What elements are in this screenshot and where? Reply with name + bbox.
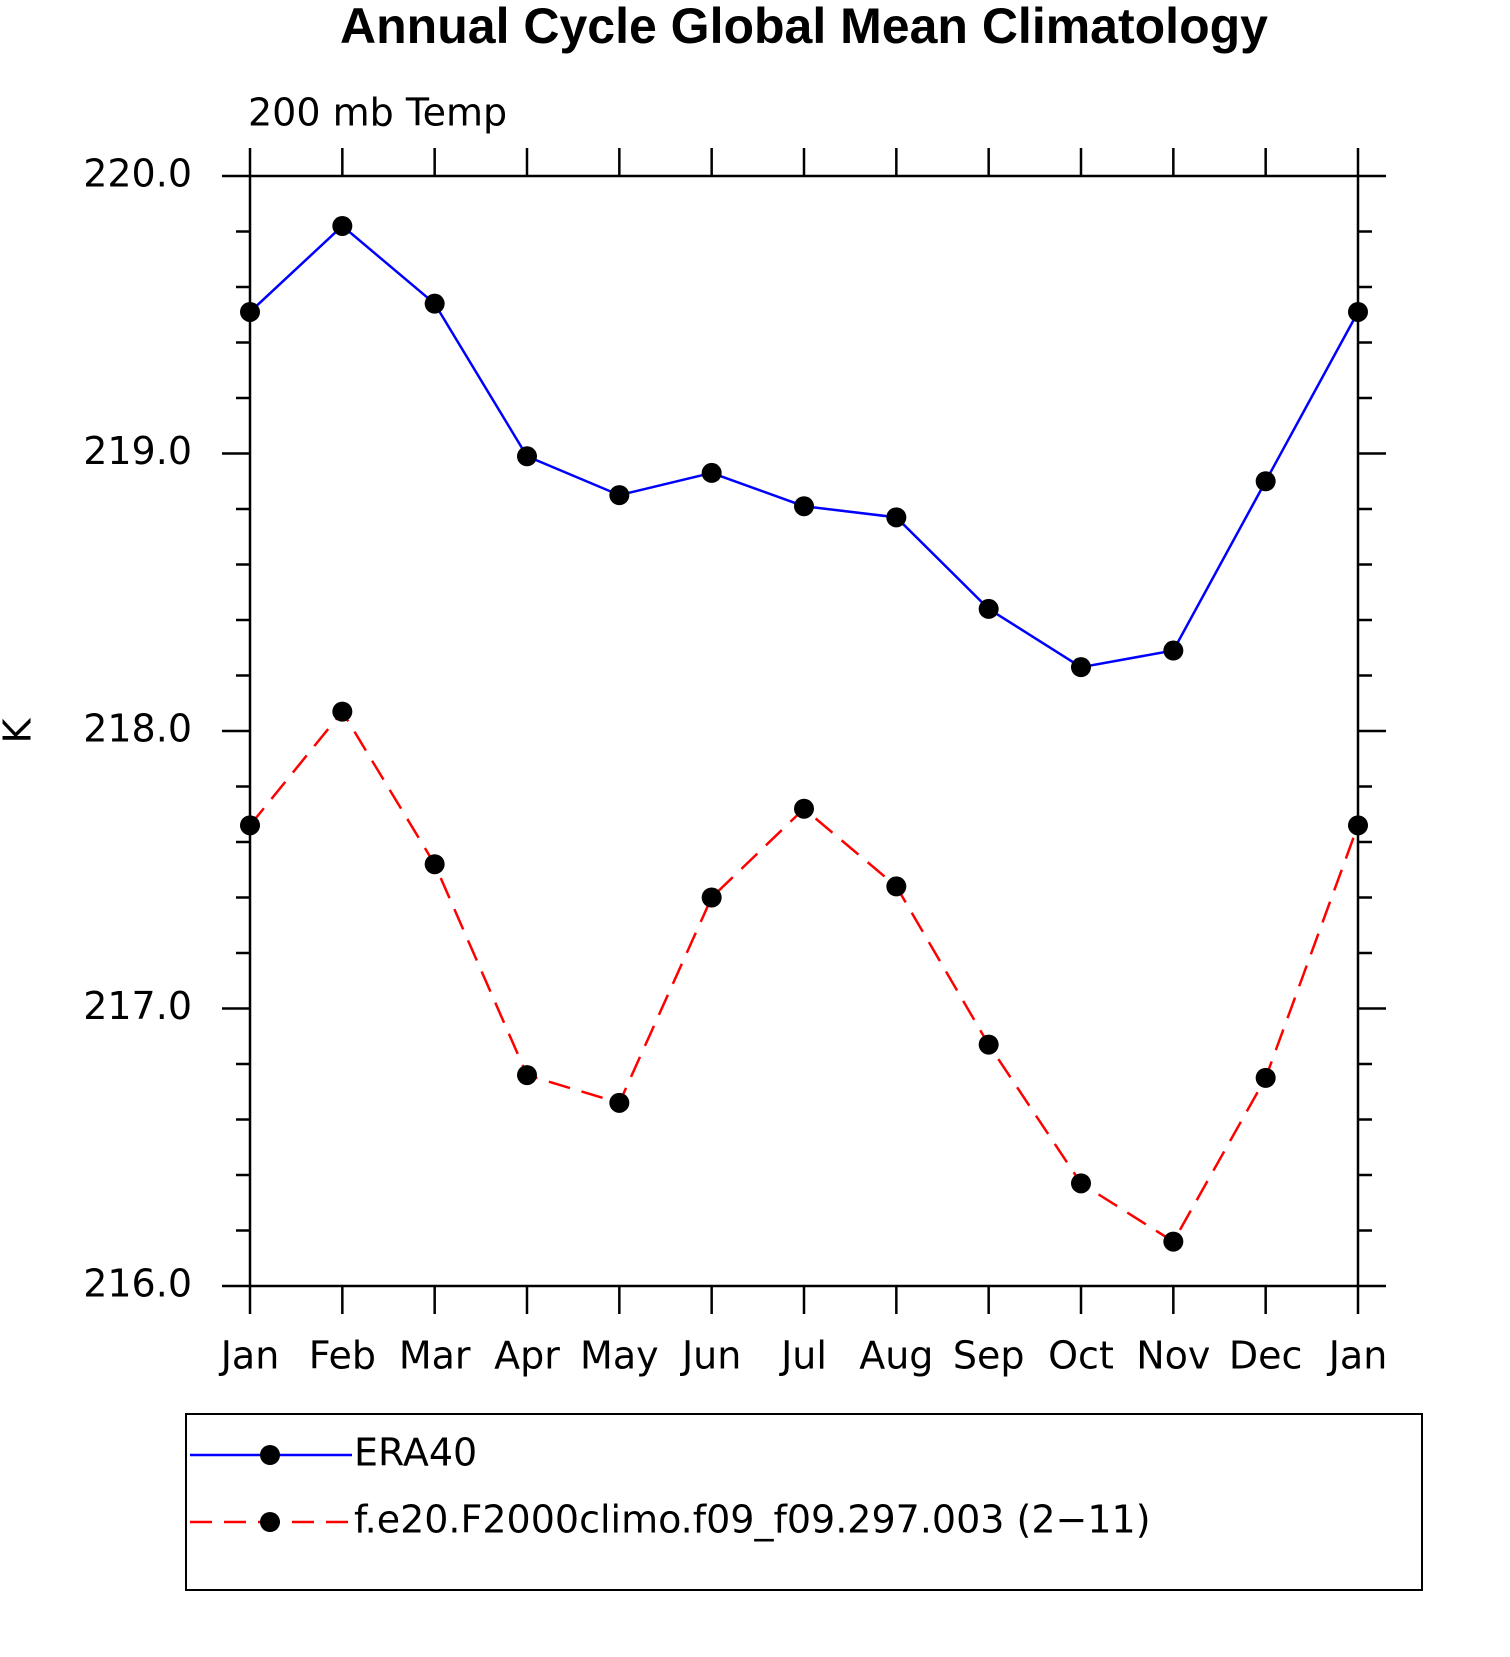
x-tick-label: Jul	[779, 1334, 827, 1378]
x-tick-label: Sep	[953, 1334, 1025, 1378]
marker	[424, 854, 445, 875]
x-tick-label: Jan	[219, 1334, 280, 1378]
marker	[609, 1092, 630, 1113]
marker	[609, 485, 630, 506]
chart-subtitle: 200 mb Temp	[248, 91, 507, 135]
x-tick-label: May	[580, 1334, 659, 1378]
marker	[1163, 640, 1184, 661]
x-tick-label: Mar	[399, 1334, 471, 1378]
x-tick-label: Jan	[1327, 1334, 1388, 1378]
marker	[978, 598, 999, 619]
marker	[886, 876, 907, 897]
marker	[794, 496, 814, 517]
marker	[794, 798, 814, 819]
chart-title: Annual Cycle Global Mean Climatology	[340, 0, 1268, 54]
x-tick-label: Apr	[494, 1334, 560, 1378]
marker	[517, 1065, 537, 1086]
series-line	[249, 709, 1360, 1244]
marker	[1071, 1173, 1091, 1194]
x-tick-label: Feb	[309, 1334, 376, 1378]
plot-frame	[248, 174, 1360, 1288]
marker	[1163, 1231, 1184, 1252]
marker	[1255, 471, 1276, 492]
marker	[701, 887, 722, 908]
marker	[701, 462, 722, 483]
y-tick-label: 217.0	[83, 984, 192, 1028]
legend-marker	[260, 1445, 280, 1465]
x-tick-label: Aug	[859, 1334, 933, 1378]
marker	[1348, 815, 1368, 836]
y-tick-label: 218.0	[83, 707, 192, 751]
x-tick-label: Jun	[680, 1334, 741, 1378]
legend-box	[185, 1413, 1423, 1591]
marker	[978, 1034, 999, 1055]
y-tick-label: 216.0	[83, 1262, 192, 1306]
y-tick-label: 219.0	[83, 429, 192, 473]
legend-label: f.e20.F2000climo.f09_f09.297.003 (2−11)	[354, 1498, 1151, 1542]
marker	[1071, 657, 1091, 678]
y-tick-label: 220.0	[83, 152, 192, 196]
marker	[517, 446, 537, 467]
x-tick-label: Dec	[1229, 1334, 1303, 1378]
marker	[886, 507, 907, 528]
x-tick-label: Oct	[1048, 1334, 1114, 1378]
marker	[240, 815, 260, 836]
marker	[332, 215, 353, 236]
marker	[240, 301, 260, 322]
marker	[332, 701, 353, 722]
marker	[1255, 1067, 1276, 1088]
x-tick-label: Nov	[1136, 1334, 1210, 1378]
y-axis-label: K	[0, 717, 40, 743]
marker	[1348, 301, 1368, 322]
series-line	[249, 224, 1360, 669]
legend-label: ERA40	[354, 1431, 477, 1475]
legend-marker	[260, 1512, 280, 1532]
marker	[424, 293, 445, 314]
